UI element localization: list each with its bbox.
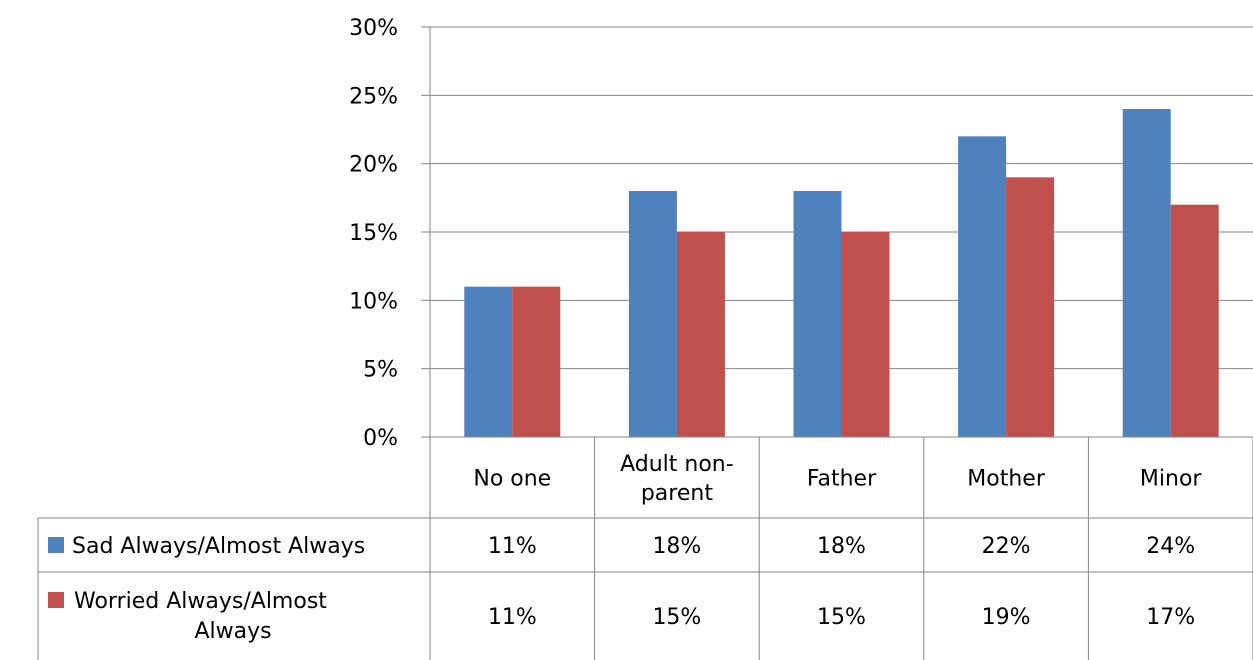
y-axis-ticks: 0% 5% 10% 15% 20% 25% 30% [349,16,398,451]
legend-label: Worried Always/Almost [74,589,327,614]
data-label: 22% [982,534,1031,559]
data-label: 24% [1146,534,1195,559]
data-label: 17% [1146,605,1195,630]
x-category-label: Father [807,467,877,492]
data-table: No one Adult non-parent Father Mother Minor S… [37,437,1253,660]
x-category-label: Adult non-parent [620,452,734,506]
bar-worried [1170,204,1219,437]
y-tick-label: 30% [349,16,398,41]
data-label: 18% [817,534,866,559]
bar-sad [793,191,842,437]
y-tick-label: 5% [363,358,398,383]
bar-sad [628,191,677,437]
y-tick-label: 0% [363,426,398,451]
axes [429,27,1253,438]
bar-worried [841,232,890,437]
y-tick-label: 20% [349,153,398,178]
data-label: 11% [488,605,537,630]
bars [464,109,1219,438]
y-tick-label: 15% [349,221,398,246]
y-tick-label: 10% [349,289,398,314]
data-label: 15% [652,605,701,630]
legend-label: Always [194,619,271,644]
x-category-label: Minor [1140,467,1202,492]
data-label: 11% [488,534,537,559]
data-label: 19% [982,605,1031,630]
y-tick-label: 25% [349,84,398,109]
legend-label: Sad Always/Almost Always [72,534,365,559]
legend-key [48,592,64,608]
bar-sad [958,136,1007,438]
x-category-label: Mother [967,467,1046,492]
x-category-label: No one [473,467,551,492]
bar-worried [1006,177,1055,438]
legend-key [48,537,64,553]
data-label: 15% [817,605,866,630]
data-label: 18% [652,534,701,559]
bar-sad [464,286,513,437]
bar-worried [512,286,561,437]
bar-sad [1122,109,1171,437]
bar-worried [676,232,725,437]
